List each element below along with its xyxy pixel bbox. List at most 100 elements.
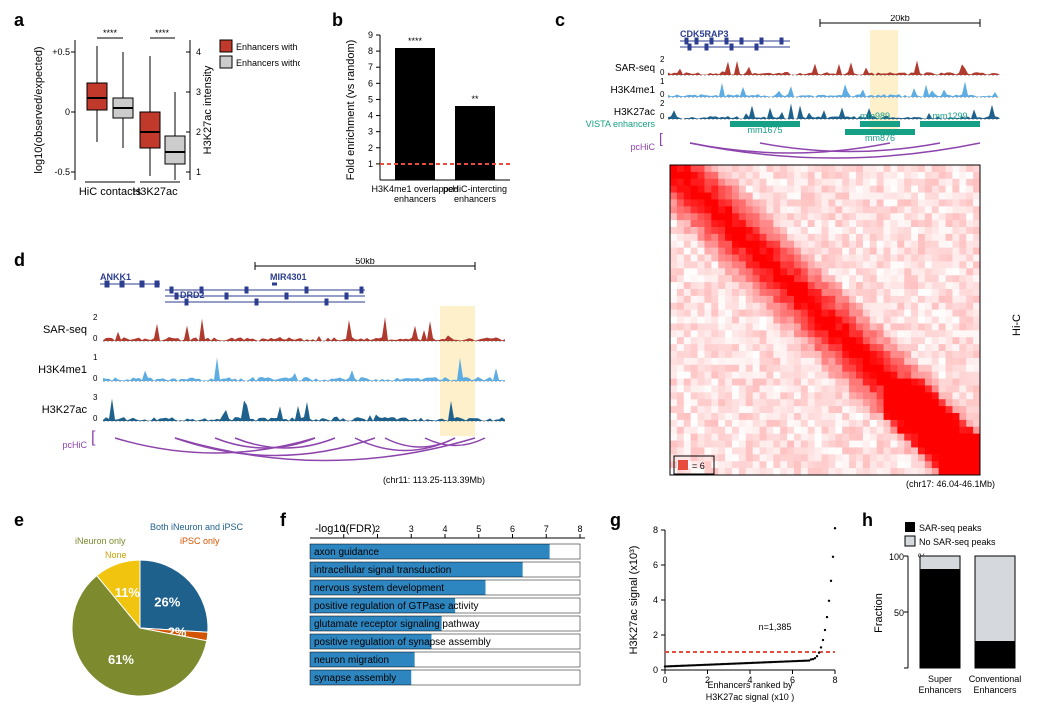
svg-text:2: 2: [375, 524, 380, 534]
panel-d-plot: 50kb ANKK1 MIR4301 DRD2 SAR-seq20H3K4me1…: [25, 258, 545, 488]
svg-text:2: 2: [660, 99, 665, 108]
e-label-ipsc: iPSC only: [180, 536, 220, 546]
svg-text:Super: Super: [928, 674, 952, 684]
a-yright-label: H3K27ac intensity: [202, 65, 214, 154]
svg-text:glutamate receptor signaling p: glutamate receptor signaling pathway: [314, 619, 480, 630]
a-box-hic-with: [87, 46, 107, 142]
svg-text:5: 5: [368, 94, 373, 104]
c-vista-label: VISTA enhancers: [586, 119, 656, 129]
svg-text:H3K27ac: H3K27ac: [42, 404, 88, 416]
h-bar-conv: [975, 641, 1015, 668]
svg-text:mm989: mm989: [860, 111, 890, 121]
svg-text:Enhancers: Enhancers: [918, 685, 962, 695]
svg-text:6: 6: [368, 78, 373, 88]
svg-text:MIR4301: MIR4301: [270, 272, 307, 282]
svg-text:8: 8: [653, 525, 658, 535]
svg-text:0: 0: [660, 68, 665, 77]
svg-text:8: 8: [368, 46, 373, 56]
c-hic-legend-box: [678, 460, 688, 470]
a-yleft-label: log10(observed/expected): [33, 46, 45, 173]
panel-f-bars: -log10(FDR) 12345678 axon guidanceintrac…: [295, 520, 595, 710]
d-bracket: [: [91, 429, 96, 446]
d-pchic-label: pcHiC: [62, 440, 87, 450]
b-bar-1: [455, 106, 495, 180]
svg-text:100: 100: [889, 552, 904, 562]
svg-text:8: 8: [832, 675, 837, 685]
svg-text:1: 1: [368, 159, 373, 169]
svg-text:7: 7: [544, 524, 549, 534]
svg-text:6: 6: [653, 560, 658, 570]
svg-text:enhancers: enhancers: [454, 194, 497, 204]
panel-label-a: a: [14, 10, 24, 31]
h-legend-without: No SAR-seq peaks: [919, 537, 996, 547]
svg-text:3: 3: [409, 524, 414, 534]
g-ylabel: H3K27ac signal (x10³): [628, 546, 640, 655]
svg-text:H3K27ac signal (x10 ): H3K27ac signal (x10 ): [706, 692, 795, 702]
panel-label-f: f: [280, 510, 286, 531]
h-ylabel: Fraction: [873, 593, 885, 633]
e-label-both: Both iNeuron and iPSC: [150, 522, 244, 532]
svg-text:mm1299: mm1299: [932, 111, 967, 121]
svg-text:enhancers: enhancers: [394, 194, 437, 204]
a-box-ac-with: [140, 56, 160, 176]
svg-text:11%: 11%: [115, 585, 141, 600]
svg-text:8: 8: [577, 524, 582, 534]
svg-text:0: 0: [93, 374, 98, 383]
svg-text:nervous system development: nervous system development: [314, 583, 444, 594]
svg-text:0: 0: [660, 112, 665, 121]
c-pchic-label: pcHiC: [630, 142, 655, 152]
panel-label-g: g: [610, 510, 621, 531]
panel-c-plot: 20kb CDK5RAP3 SAR-seq20H3K4me110H3K27ac2…: [560, 15, 1040, 490]
c-bracket: [: [659, 130, 663, 146]
e-label-ineuron: iNeuron only: [75, 536, 126, 546]
svg-text:2: 2: [93, 313, 98, 322]
svg-text:4: 4: [442, 524, 447, 534]
svg-text:Enhancers: Enhancers: [973, 685, 1017, 695]
c-gene-glyph: [680, 38, 790, 50]
b-bar-0: [395, 48, 435, 180]
svg-text:H3K4me1: H3K4me1: [611, 85, 656, 96]
e-label-none: None: [105, 550, 127, 560]
a-left-tick-1: 0: [65, 107, 70, 117]
a-legend-with: Enhancers with SAR: [236, 42, 300, 52]
svg-text:1: 1: [660, 77, 665, 86]
svg-text:neuron migration: neuron migration: [314, 655, 389, 666]
svg-text:mm1675: mm1675: [747, 125, 782, 135]
svg-text:4: 4: [653, 595, 658, 605]
a-right-tick-1: 3: [196, 87, 201, 97]
svg-text:SAR-seq: SAR-seq: [615, 63, 655, 74]
c-hic-label: Hi-C: [1011, 314, 1023, 336]
a-right-tick-2: 2: [196, 127, 201, 137]
svg-text:axon guidance: axon guidance: [314, 547, 379, 558]
g-n: n=1,385: [759, 622, 792, 632]
d-highlight: [440, 306, 475, 436]
a-right-tick-0: 4: [196, 47, 201, 57]
a-sig-1: ****: [103, 28, 118, 38]
h-legend-with: SAR-seq peaks: [919, 523, 982, 533]
c-coords: (chr17: 46.04-46.1Mb): [906, 479, 995, 489]
svg-text:3: 3: [368, 127, 373, 137]
a-left-tick-2: -0.5: [54, 167, 70, 177]
svg-text:5: 5: [476, 524, 481, 534]
panel-g-plot: H3K27ac signal (x10³) 02468 02468 n=1,38…: [625, 520, 855, 710]
a-left-tick-0: +0.5: [52, 47, 70, 57]
svg-text:mm876: mm876: [865, 133, 895, 143]
svg-text:positive regulation of synapse: positive regulation of synapse assembly: [314, 637, 491, 648]
svg-text:26%: 26%: [154, 594, 180, 609]
svg-text:2: 2: [653, 630, 658, 640]
svg-text:4: 4: [368, 111, 373, 121]
svg-text:0: 0: [660, 90, 665, 99]
d-coords: (chr11: 113.25-113.39Mb): [383, 475, 485, 485]
a-right-tick-3: 1: [196, 167, 201, 177]
a-xcat-1: H3K27ac: [132, 186, 178, 198]
svg-text:0: 0: [662, 675, 667, 685]
svg-text:2: 2: [368, 143, 373, 153]
b-yticks: 123456789: [368, 30, 380, 169]
c-scale: 20kb: [890, 15, 910, 23]
svg-text:Enhancers ranked by: Enhancers ranked by: [707, 680, 793, 690]
a-sig-2: ****: [155, 28, 170, 38]
b-sig-1: **: [471, 94, 479, 104]
svg-text:synapse assembly: synapse assembly: [314, 673, 396, 684]
svg-text:H3K4me1: H3K4me1: [38, 364, 87, 376]
panel-h-bars: SAR-seq peaks No SAR-seq peaks 100 % 50 …: [870, 518, 1045, 713]
